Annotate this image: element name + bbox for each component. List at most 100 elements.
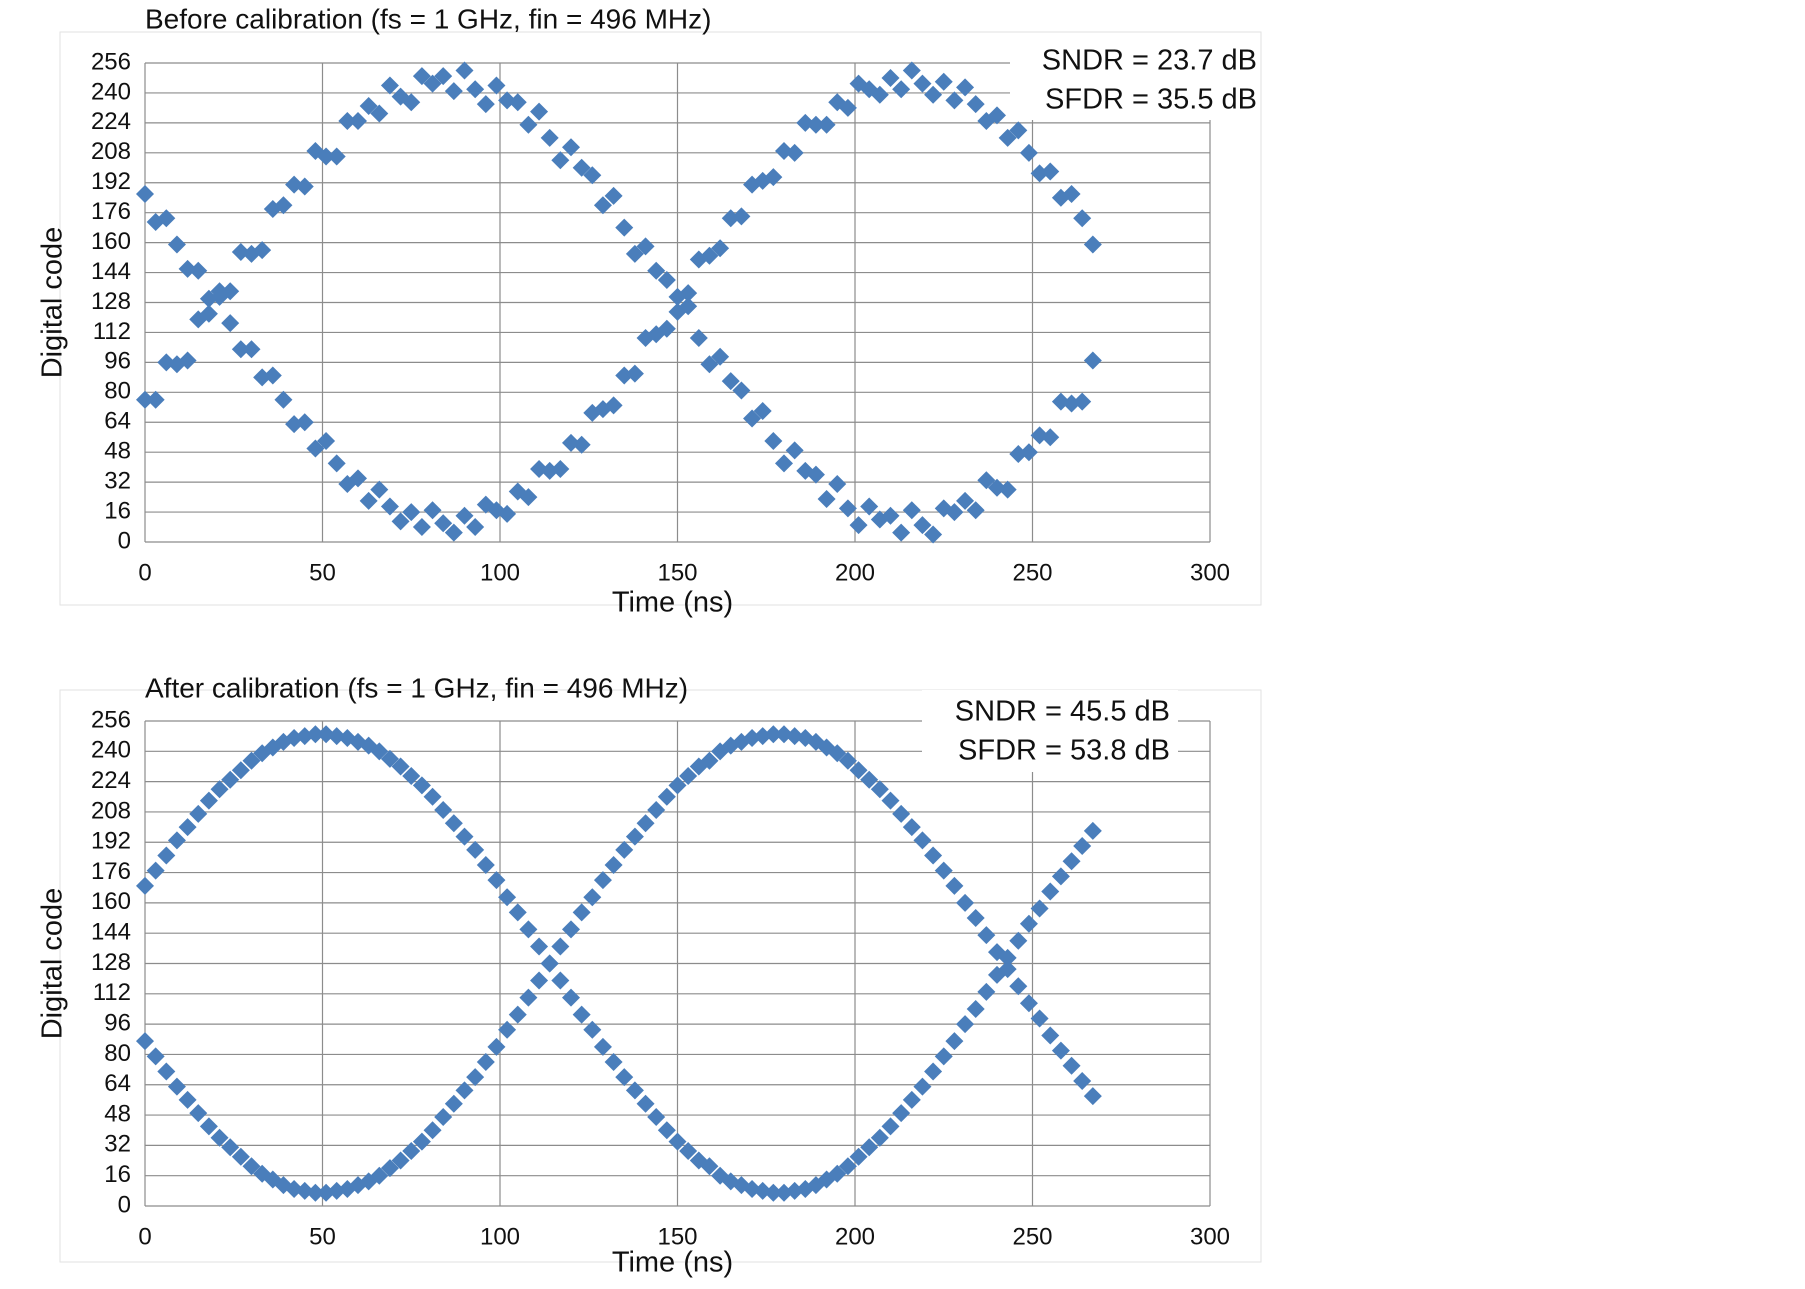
data-point xyxy=(327,454,346,473)
data-point xyxy=(391,757,410,776)
data-point xyxy=(583,166,602,185)
data-point xyxy=(189,804,208,823)
data-point xyxy=(380,1159,399,1178)
data-point xyxy=(221,314,240,333)
data-point xyxy=(487,1037,506,1056)
data-point xyxy=(498,888,517,907)
data-point xyxy=(934,861,953,880)
data-point xyxy=(1030,1009,1049,1028)
y-tick-label: 112 xyxy=(93,979,131,1006)
data-point xyxy=(892,80,911,99)
x-tick-label: 250 xyxy=(1012,1223,1052,1250)
x-tick-label: 100 xyxy=(480,1223,520,1250)
data-point xyxy=(604,855,623,874)
data-point xyxy=(679,284,698,303)
data-point xyxy=(444,82,463,101)
data-point xyxy=(434,67,453,86)
data-point xyxy=(540,954,559,973)
data-point xyxy=(881,68,900,87)
data-point xyxy=(860,770,879,789)
data-point xyxy=(242,340,261,359)
data-point xyxy=(444,814,463,833)
data-point xyxy=(146,1047,165,1066)
data-point xyxy=(1041,1026,1060,1045)
annotation: SFDR = 53.8 dB xyxy=(958,735,1170,767)
data-point xyxy=(423,74,442,93)
data-point xyxy=(530,102,549,121)
data-point xyxy=(210,1128,229,1147)
annotation-box xyxy=(922,690,1178,772)
y-tick-label: 208 xyxy=(91,797,131,824)
data-point xyxy=(412,776,431,795)
data-point xyxy=(657,319,676,338)
y-tick-label: 80 xyxy=(104,378,131,405)
data-point xyxy=(583,1020,602,1039)
data-point xyxy=(412,1132,431,1151)
data-point xyxy=(380,76,399,95)
data-point xyxy=(860,1138,879,1157)
data-point xyxy=(924,846,943,865)
data-point xyxy=(551,151,570,170)
data-point xyxy=(700,355,719,374)
data-point xyxy=(945,91,964,110)
data-point xyxy=(402,766,421,785)
annotation: SFDR = 35.5 dB xyxy=(1045,84,1257,116)
data-point xyxy=(1062,1056,1081,1075)
data-point xyxy=(562,988,580,1007)
data-point xyxy=(402,1142,421,1161)
data-point xyxy=(370,742,389,761)
data-point xyxy=(966,909,985,928)
y-tick-label: 256 xyxy=(91,48,131,75)
data-point xyxy=(370,480,389,499)
data-point xyxy=(924,85,943,104)
data-point xyxy=(966,999,985,1018)
data-point xyxy=(1009,445,1028,464)
data-point xyxy=(593,196,612,215)
data-point xyxy=(679,297,698,316)
data-point xyxy=(892,804,911,823)
data-point xyxy=(167,831,186,850)
data-point xyxy=(828,474,847,493)
data-point xyxy=(349,469,367,488)
data-point xyxy=(434,801,453,820)
y-tick-label: 176 xyxy=(91,198,131,225)
y-tick-label: 48 xyxy=(104,438,131,465)
data-point xyxy=(966,501,985,520)
data-point xyxy=(924,1062,943,1081)
data-point xyxy=(423,501,442,520)
data-point xyxy=(902,818,921,837)
data-point xyxy=(466,840,485,859)
data-point xyxy=(615,840,634,859)
data-point xyxy=(647,801,666,820)
data-point xyxy=(988,943,1006,962)
data-point xyxy=(860,497,879,516)
data-point xyxy=(551,971,570,990)
data-point xyxy=(519,920,538,939)
data-point xyxy=(1051,1041,1070,1060)
data-point xyxy=(1051,867,1070,886)
data-point xyxy=(785,441,804,460)
data-point xyxy=(1009,931,1028,950)
data-point xyxy=(572,158,591,177)
data-point xyxy=(849,516,868,535)
data-point xyxy=(1030,899,1049,918)
data-point xyxy=(764,168,783,187)
data-point xyxy=(817,115,836,134)
data-point xyxy=(881,791,900,810)
data-point xyxy=(508,1005,527,1024)
data-point xyxy=(1083,1087,1102,1106)
data-point xyxy=(178,351,197,370)
data-point xyxy=(498,504,517,523)
data-point xyxy=(306,725,325,744)
data-point xyxy=(625,827,644,846)
x-tick-label: 50 xyxy=(309,559,336,586)
data-point xyxy=(189,1104,208,1123)
y-tick-label: 144 xyxy=(91,919,131,946)
x-tick-label: 300 xyxy=(1190,559,1230,586)
data-point xyxy=(391,1151,410,1170)
data-point xyxy=(1083,351,1102,370)
data-point xyxy=(466,80,485,99)
data-point xyxy=(806,115,825,134)
